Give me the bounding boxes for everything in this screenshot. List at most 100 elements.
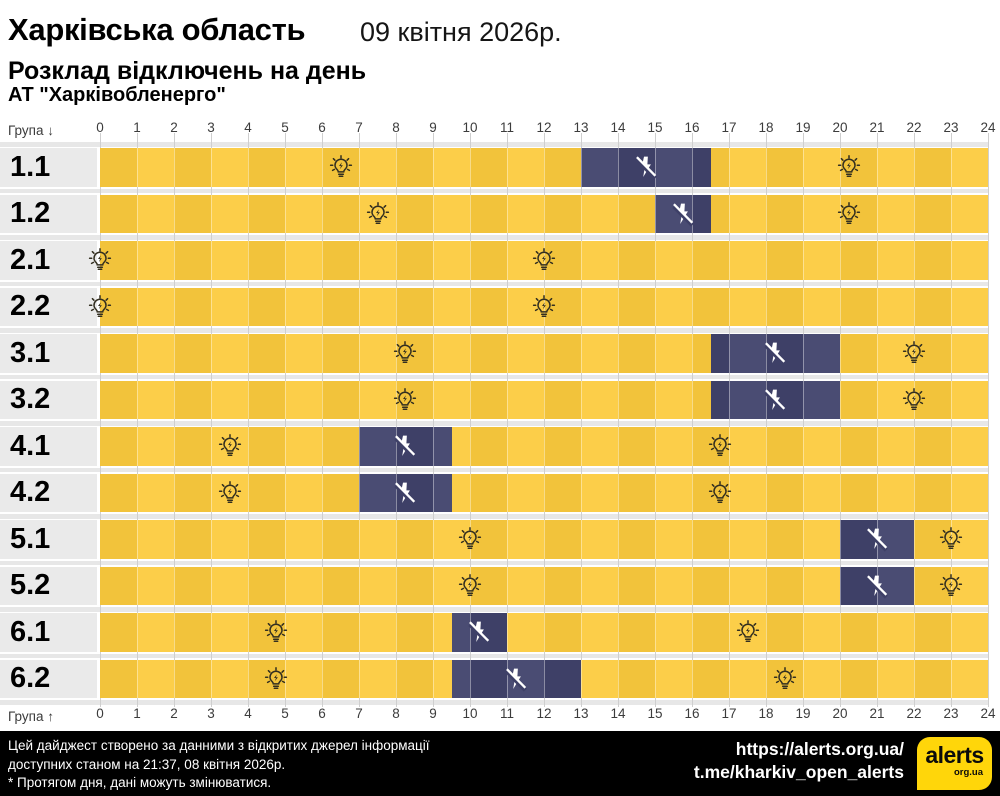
power-on-segment bbox=[599, 566, 618, 605]
outage-segment bbox=[599, 148, 618, 187]
power-on-segment bbox=[951, 287, 970, 326]
power-on-segment bbox=[858, 427, 877, 466]
hour-gridline bbox=[803, 133, 804, 707]
power-on-segment bbox=[544, 566, 563, 605]
row-gap-band bbox=[0, 560, 988, 565]
power-on-segment bbox=[451, 148, 470, 187]
power-on-segment bbox=[155, 380, 174, 419]
power-on-segment bbox=[562, 380, 581, 419]
hour-label-top: 0 bbox=[96, 120, 104, 135]
site-link[interactable]: https://alerts.org.ua/ bbox=[735, 739, 904, 759]
hour-label-top: 17 bbox=[721, 120, 737, 135]
power-on-segment bbox=[803, 427, 822, 466]
group-label-cell: 1.2 bbox=[0, 194, 97, 233]
power-on-segment bbox=[766, 427, 785, 466]
power-on-segment bbox=[969, 194, 988, 233]
power-on-segment bbox=[766, 241, 785, 280]
power-on-segment bbox=[266, 427, 285, 466]
power-on-segment bbox=[969, 427, 988, 466]
schedule-row-bar bbox=[100, 380, 988, 419]
power-on-segment bbox=[433, 241, 452, 280]
footer-links: https://alerts.org.ua/ t.me/kharkiv_open… bbox=[694, 738, 904, 783]
outage-segment bbox=[784, 380, 803, 419]
power-on-segment bbox=[710, 520, 729, 559]
power-on-segment bbox=[248, 473, 267, 512]
power-on-segment bbox=[340, 659, 359, 698]
hour-label-bottom: 17 bbox=[721, 706, 737, 721]
power-on-segment bbox=[673, 287, 692, 326]
power-on-segment bbox=[340, 566, 359, 605]
power-on-segment bbox=[544, 520, 563, 559]
power-on-segment bbox=[636, 427, 655, 466]
power-on-segment bbox=[599, 613, 618, 652]
power-on-segment bbox=[100, 148, 119, 187]
power-on-segment bbox=[581, 194, 600, 233]
power-on-segment bbox=[969, 520, 988, 559]
hour-gridline bbox=[359, 133, 360, 707]
power-on-segment bbox=[618, 473, 637, 512]
power-on-segment bbox=[840, 194, 859, 233]
power-on-segment bbox=[914, 566, 933, 605]
power-on-segment bbox=[488, 473, 507, 512]
row-gap-band bbox=[0, 514, 988, 519]
power-on-segment bbox=[840, 241, 859, 280]
power-on-segment bbox=[155, 659, 174, 698]
power-on-segment bbox=[137, 427, 156, 466]
row-gap-band bbox=[0, 374, 988, 379]
hour-label-top: 6 bbox=[318, 120, 326, 135]
power-on-segment bbox=[488, 287, 507, 326]
hour-label-bottom: 24 bbox=[980, 706, 996, 721]
power-on-segment bbox=[581, 520, 600, 559]
schedule-row-bar bbox=[100, 613, 988, 652]
power-on-segment bbox=[322, 148, 341, 187]
power-on-segment bbox=[211, 473, 230, 512]
power-on-segment bbox=[821, 473, 840, 512]
power-on-segment bbox=[266, 380, 285, 419]
power-on-segment bbox=[451, 241, 470, 280]
power-on-segment bbox=[544, 613, 563, 652]
power-on-segment bbox=[710, 287, 729, 326]
hour-label-top: 19 bbox=[795, 120, 811, 135]
hour-label-bottom: 2 bbox=[170, 706, 178, 721]
power-on-segment bbox=[322, 241, 341, 280]
power-on-segment bbox=[229, 194, 248, 233]
power-on-segment bbox=[488, 566, 507, 605]
power-on-segment bbox=[229, 520, 248, 559]
schedule-row-bar bbox=[100, 194, 988, 233]
power-on-segment bbox=[729, 659, 748, 698]
power-on-segment bbox=[100, 194, 119, 233]
power-on-segment bbox=[174, 194, 193, 233]
hour-gridline bbox=[433, 133, 434, 707]
power-on-segment bbox=[192, 566, 211, 605]
power-on-segment bbox=[673, 427, 692, 466]
power-on-segment bbox=[784, 659, 803, 698]
group-label-cell: 4.1 bbox=[0, 427, 97, 466]
telegram-link[interactable]: t.me/kharkiv_open_alerts bbox=[693, 761, 904, 782]
power-on-segment bbox=[895, 287, 914, 326]
power-on-segment bbox=[914, 520, 933, 559]
outage-segment bbox=[821, 380, 840, 419]
power-on-segment bbox=[396, 334, 415, 373]
power-on-segment bbox=[932, 659, 951, 698]
power-on-segment bbox=[192, 194, 211, 233]
power-on-segment bbox=[821, 520, 840, 559]
power-on-segment bbox=[155, 520, 174, 559]
hour-gridline bbox=[470, 133, 471, 707]
power-on-segment bbox=[118, 194, 137, 233]
outage-segment bbox=[396, 473, 415, 512]
power-on-segment bbox=[174, 520, 193, 559]
outage-segment bbox=[451, 659, 470, 698]
power-on-segment bbox=[396, 287, 415, 326]
schedule-row-bar bbox=[100, 659, 988, 698]
power-on-segment bbox=[895, 334, 914, 373]
outage-segment bbox=[359, 473, 378, 512]
power-on-segment bbox=[932, 520, 951, 559]
power-on-segment bbox=[655, 520, 674, 559]
power-on-segment bbox=[525, 520, 544, 559]
group-label: 2.1 bbox=[10, 243, 51, 276]
power-on-segment bbox=[766, 566, 785, 605]
power-on-segment bbox=[766, 613, 785, 652]
power-on-segment bbox=[118, 566, 137, 605]
power-on-segment bbox=[340, 194, 359, 233]
hour-label-bottom: 16 bbox=[684, 706, 700, 721]
